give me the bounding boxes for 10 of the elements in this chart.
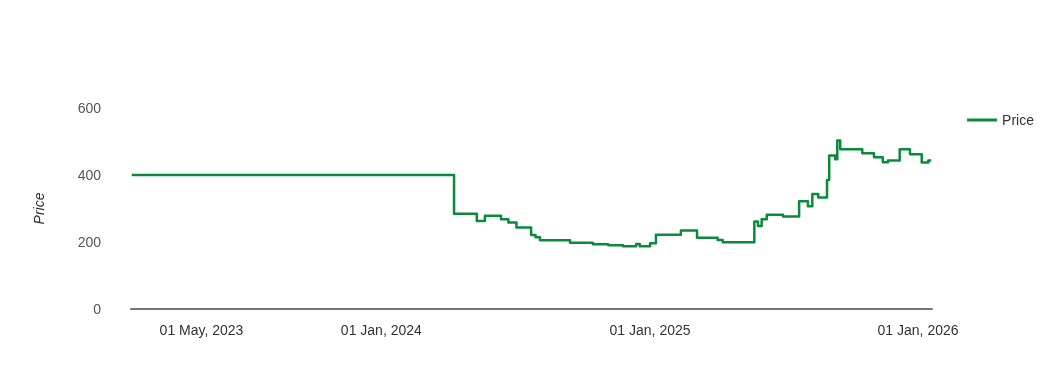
- y-axis-title: Price: [31, 192, 47, 225]
- x-tick-label: 01 Jan, 2025: [609, 322, 691, 338]
- y-tick-label: 200: [77, 234, 102, 250]
- x-tick-label: 01 Jan, 2026: [877, 322, 959, 338]
- x-tick-label: 01 Jan, 2024: [340, 322, 423, 338]
- y-tick-label: 600: [77, 100, 102, 116]
- x-tick-label: 01 May, 2023: [159, 322, 244, 338]
- y-tick-label: 0: [93, 301, 102, 317]
- legend-label: Price: [1002, 112, 1035, 128]
- y-tick-label: 400: [77, 167, 102, 183]
